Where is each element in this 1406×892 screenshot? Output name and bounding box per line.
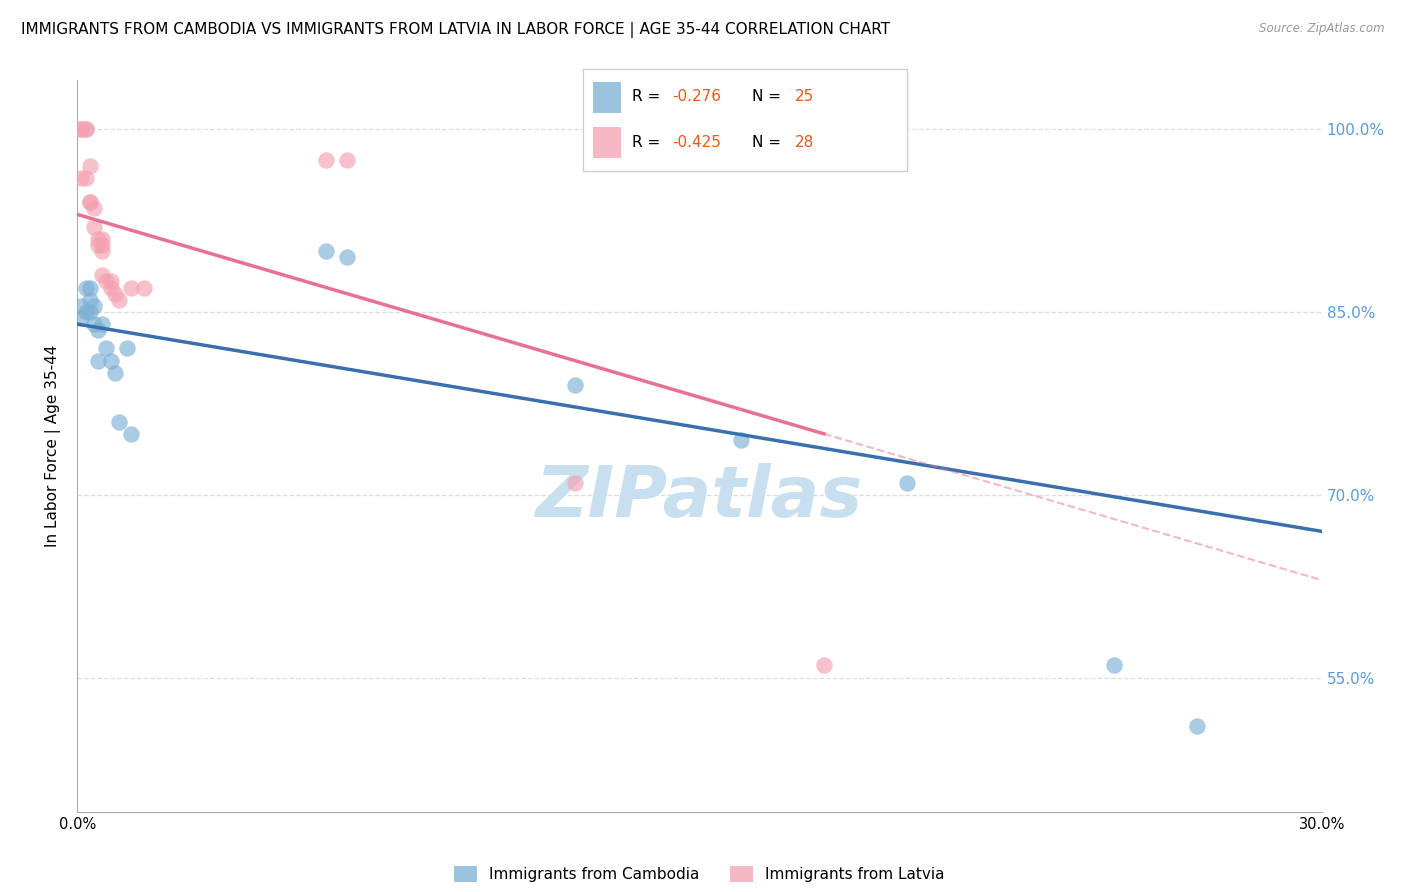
Point (75, 170, 97, 185)
Point (1187, 719, 1209, 733)
Point (75, 280, 97, 294)
Point (75, 122, 97, 136)
Point (115, 342, 138, 356)
Point (108, 293, 131, 307)
Point (79, 195, 101, 210)
Point (70, 299, 93, 313)
Point (100, 275, 122, 289)
Point (91, 232, 114, 246)
Point (91, 268, 114, 283)
Point (83, 317, 105, 331)
Point (564, 475, 586, 490)
Text: R =: R = (633, 135, 665, 150)
Text: ZIPatlas: ZIPatlas (536, 463, 863, 532)
Point (104, 286, 127, 301)
Legend: Immigrants from Cambodia, Immigrants from Latvia: Immigrants from Cambodia, Immigrants fro… (449, 860, 950, 888)
Point (315, 244, 337, 258)
Point (91, 238, 114, 252)
Text: N =: N = (752, 89, 786, 104)
Point (104, 366, 127, 380)
Point (91, 317, 114, 331)
Point (83, 202, 105, 216)
Point (315, 153, 337, 167)
Point (100, 280, 122, 294)
Point (336, 250, 359, 264)
Point (108, 415, 131, 429)
Text: 25: 25 (796, 89, 814, 104)
Text: Source: ZipAtlas.com: Source: ZipAtlas.com (1260, 22, 1385, 36)
Point (70, 170, 93, 185)
Point (730, 433, 752, 447)
Point (87, 238, 110, 252)
Point (70, 122, 93, 136)
Point (79, 195, 101, 210)
Point (79, 305, 101, 319)
Bar (593, 82, 620, 112)
Point (120, 426, 142, 441)
Point (87, 232, 110, 246)
Text: R =: R = (633, 89, 665, 104)
Point (83, 299, 105, 313)
Text: -0.276: -0.276 (672, 89, 721, 104)
Point (83, 219, 105, 234)
Point (100, 353, 122, 368)
Point (91, 244, 114, 258)
Point (75, 122, 97, 136)
Point (132, 280, 155, 294)
Text: -0.425: -0.425 (672, 135, 721, 150)
Point (75, 305, 97, 319)
Point (87, 353, 110, 368)
Bar (593, 128, 620, 158)
Point (564, 378, 586, 392)
Point (896, 475, 918, 490)
Text: IMMIGRANTS FROM CAMBODIA VS IMMIGRANTS FROM LATVIA IN LABOR FORCE | AGE 35-44 CO: IMMIGRANTS FROM CAMBODIA VS IMMIGRANTS F… (21, 22, 890, 38)
Point (120, 280, 142, 294)
Point (79, 293, 101, 307)
Point (813, 658, 835, 673)
Point (336, 153, 359, 167)
Point (70, 122, 93, 136)
Point (96, 342, 118, 356)
Point (79, 159, 101, 173)
Point (96, 275, 118, 289)
Point (1104, 658, 1126, 673)
Y-axis label: In Labor Force | Age 35-44: In Labor Force | Age 35-44 (45, 345, 62, 547)
Text: 28: 28 (796, 135, 814, 150)
Text: N =: N = (752, 135, 786, 150)
Point (70, 311, 93, 326)
Point (79, 280, 101, 294)
Point (87, 323, 110, 337)
